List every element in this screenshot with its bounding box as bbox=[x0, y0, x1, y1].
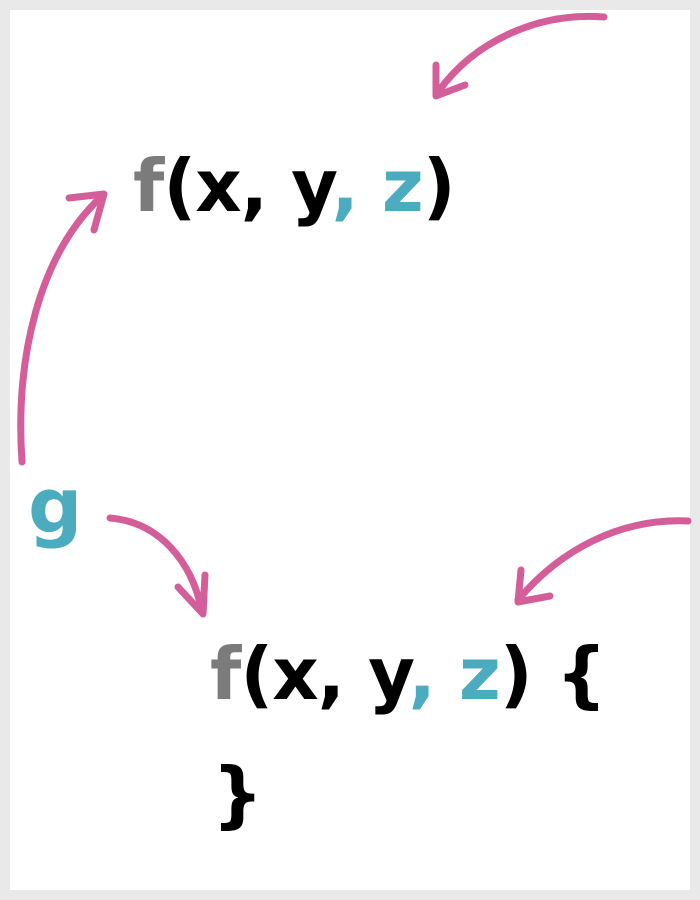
bottom-close-paren-brace: ) { bbox=[499, 632, 607, 716]
bottom-function-params: (x, y bbox=[240, 632, 409, 716]
closing-brace: } bbox=[212, 752, 263, 836]
g-label: g bbox=[28, 461, 83, 550]
top-extra-param: , z bbox=[331, 144, 423, 228]
top-function-params: (x, y bbox=[163, 144, 332, 228]
top-function-signature: f(x, y, z) bbox=[133, 150, 456, 222]
bottom-function-name: f bbox=[210, 632, 241, 716]
top-function-name: f bbox=[133, 144, 164, 228]
top-close-paren: ) bbox=[422, 144, 456, 228]
bottom-extra-param: , z bbox=[408, 632, 500, 716]
bottom-function-signature: f(x, y, z) { bbox=[210, 638, 607, 710]
diagram-canvas bbox=[10, 10, 690, 890]
